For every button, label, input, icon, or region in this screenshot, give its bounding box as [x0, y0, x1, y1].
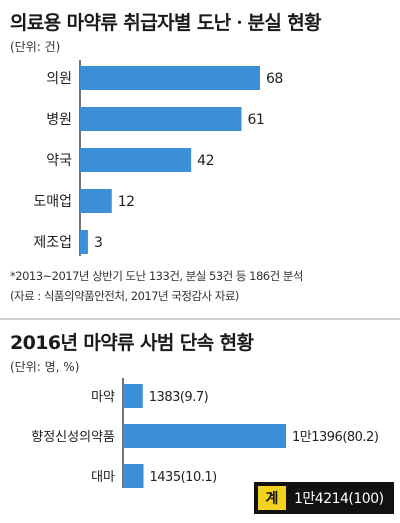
total-box: 계 1만4214(100) — [254, 482, 394, 514]
bar — [80, 189, 112, 213]
value-label: 3 — [94, 235, 102, 251]
bar — [123, 424, 286, 448]
category-label: 마약 — [91, 390, 115, 405]
chart2-bar-chart: 마약 1383(9.7) 향정신성의약품 1만1396(80.2) 대마 1435(10.… — [31, 378, 379, 488]
bar — [80, 230, 88, 254]
total-label: 계 — [258, 486, 286, 510]
category-label: 대마 — [91, 470, 115, 485]
value-label: 61 — [247, 112, 264, 128]
value-label: 1만1396(80.2) — [292, 430, 378, 445]
chart1-unit: (단위: 건) — [10, 40, 61, 54]
category-label: 향정신성의약품 — [31, 430, 115, 445]
value-label: 68 — [266, 71, 283, 87]
category-label: 제조업 — [33, 235, 72, 251]
chart1-title: 의료용 마약류 취급자별 도난ㆍ분실 현황 — [10, 12, 322, 34]
category-label: 병원 — [46, 112, 72, 128]
value-label: 1435(10.1) — [150, 470, 217, 485]
bar — [123, 464, 144, 488]
chart1-footnote: *2013~2017년 상반기 도난 133건, 분실 53건 등 186건 분… — [10, 269, 303, 283]
category-label: 의원 — [46, 71, 72, 87]
chart1-bar-chart: 의원 68 병원 61 약국 42 도매업 12 제조업 3 — [33, 60, 283, 256]
chart2-title: 2016년 마약류 사범 단속 현황 — [10, 332, 254, 354]
total-value: 1만4214(100) — [294, 491, 384, 507]
bar — [123, 384, 143, 408]
category-label: 약국 — [46, 153, 72, 169]
value-label: 42 — [197, 153, 214, 169]
chart1-source: (자료 : 식품의약품안전처, 2017년 국정감사 자료) — [10, 289, 239, 303]
value-label: 12 — [118, 194, 135, 210]
bar — [80, 148, 192, 172]
bar — [80, 66, 260, 90]
section-divider — [0, 318, 400, 320]
category-label: 도매업 — [33, 194, 72, 210]
bar — [80, 107, 242, 131]
value-label: 1383(9.7) — [149, 390, 208, 405]
chart2-unit: (단위: 명, %) — [10, 360, 80, 374]
